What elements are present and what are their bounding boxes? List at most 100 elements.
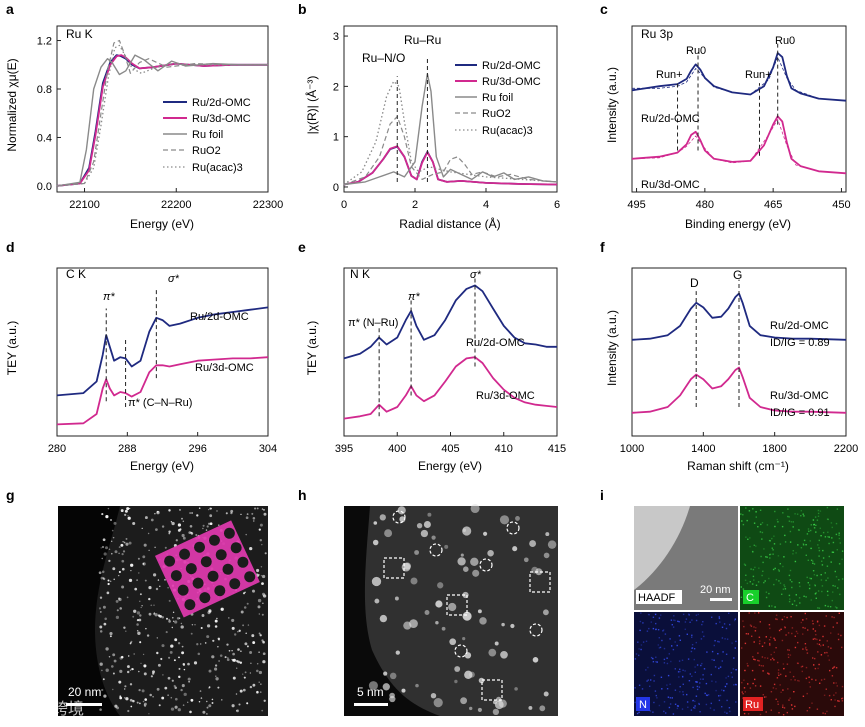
eds-speckle xyxy=(752,583,754,585)
eds-speckle xyxy=(743,712,746,715)
chart-f-sample-label: Ru/2d-OMC xyxy=(770,320,829,332)
x-tick-label: 296 xyxy=(188,443,206,455)
eds-speckle xyxy=(784,588,787,590)
particle-dot xyxy=(193,661,198,665)
eds-speckle xyxy=(725,627,728,630)
particle-dot xyxy=(212,639,215,642)
particle-dot xyxy=(177,708,181,712)
eds-speckle xyxy=(806,533,809,535)
eds-speckle xyxy=(691,644,694,646)
particle-dot xyxy=(259,634,262,637)
particle-dot xyxy=(199,690,202,692)
particle-dot xyxy=(261,639,264,642)
x-tick-label: 495 xyxy=(627,199,645,211)
particle-dot xyxy=(129,507,131,510)
particle-dot xyxy=(130,563,134,567)
series-line xyxy=(343,284,557,360)
eds-speckle xyxy=(638,654,640,657)
eds-speckle xyxy=(657,629,660,631)
eds-speckle xyxy=(758,664,761,666)
particle-dot xyxy=(468,706,473,711)
eds-speckle xyxy=(743,625,745,628)
eds-speckle xyxy=(700,664,702,667)
particle-dot xyxy=(264,552,267,555)
particle-dot xyxy=(435,600,443,608)
particle-dot xyxy=(242,673,244,675)
series-line xyxy=(343,115,558,186)
eds-speckle xyxy=(761,531,764,534)
eds-speckle xyxy=(757,652,759,654)
particle-dot xyxy=(449,638,457,646)
eds-speckle xyxy=(817,607,819,609)
particle-dot xyxy=(195,533,198,537)
eds-speckle xyxy=(788,520,791,522)
eds-speckle xyxy=(693,658,695,661)
eds-speckle xyxy=(740,586,742,588)
particle-dot xyxy=(515,515,520,521)
eds-speckle xyxy=(678,660,681,662)
eds-speckle xyxy=(825,579,827,582)
particle-dot xyxy=(145,627,147,630)
eds-speckle xyxy=(696,681,698,683)
eds-speckle xyxy=(724,711,726,713)
particle-dot xyxy=(119,696,123,700)
eds-tile-label: Ru xyxy=(745,699,759,711)
eds-speckle xyxy=(654,613,657,616)
particle-dot xyxy=(501,622,505,627)
eds-speckle xyxy=(841,646,843,649)
particle-dot xyxy=(250,662,252,664)
particle-dot xyxy=(144,516,148,520)
particle-dot xyxy=(216,617,218,620)
particle-dot xyxy=(152,695,154,698)
x-tick-label: 415 xyxy=(548,443,566,455)
eds-speckle xyxy=(744,579,747,581)
particle-dot xyxy=(126,596,129,599)
particle-dot xyxy=(164,578,166,581)
particle-dot xyxy=(470,503,480,514)
y-tick-label: 2 xyxy=(333,81,339,93)
eds-speckle xyxy=(768,577,770,580)
eds-speckle xyxy=(759,621,761,623)
eds-speckle xyxy=(820,679,823,681)
particle-dot xyxy=(123,541,126,544)
particle-dot xyxy=(164,546,167,549)
scale-bar xyxy=(66,703,102,706)
eds-speckle xyxy=(766,556,768,558)
particle-dot xyxy=(180,688,183,692)
eds-speckle xyxy=(834,606,837,608)
particle-dot xyxy=(156,637,158,639)
particle-dot xyxy=(118,570,121,574)
eds-speckle xyxy=(635,653,638,655)
particle-dot xyxy=(209,514,213,518)
eds-speckle xyxy=(674,641,676,643)
particle-dot xyxy=(143,702,147,706)
x-tick-label: 6 xyxy=(554,199,560,211)
eds-speckle xyxy=(796,632,799,635)
eds-speckle xyxy=(742,514,744,516)
eds-speckle xyxy=(797,544,799,546)
particle-dot xyxy=(125,630,127,632)
eds-speckle xyxy=(653,680,655,682)
eds-speckle xyxy=(817,590,820,592)
particle-dot xyxy=(111,529,114,532)
chart-a-legend: Ru/2d-OMC Ru/3d-OMC Ru foil RuO2 Ru(acac… xyxy=(163,97,251,174)
eds-speckle xyxy=(734,618,736,620)
eds-speckle xyxy=(645,669,647,671)
eds-speckle xyxy=(744,669,746,672)
particle-dot xyxy=(117,574,120,577)
particle-dot xyxy=(234,633,237,636)
eds-speckle xyxy=(690,650,693,653)
particle-dot xyxy=(457,557,466,566)
eds-speckle xyxy=(789,654,792,656)
x-tick-label: 2 xyxy=(412,199,418,211)
series-line xyxy=(631,115,847,175)
particle-dot xyxy=(462,528,467,532)
particle-dot xyxy=(216,510,218,512)
eds-speckle xyxy=(787,649,789,651)
particle-dot xyxy=(106,591,110,595)
eds-speckle xyxy=(735,701,737,703)
eds-speckle xyxy=(691,634,693,636)
plot-frame xyxy=(343,25,558,193)
eds-speckle xyxy=(787,632,790,634)
